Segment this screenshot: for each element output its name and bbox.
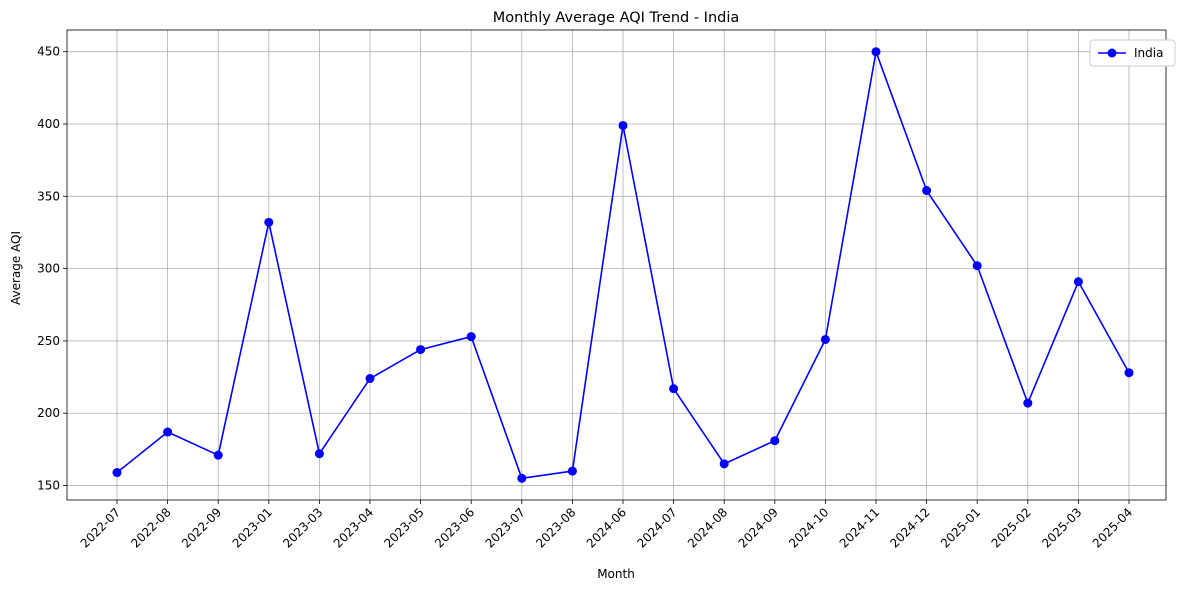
y-tick-label: 150 [37,479,60,493]
data-point [567,466,577,476]
legend-box [1089,39,1176,67]
data-point [1124,368,1134,378]
legend-marker-sample [1107,48,1117,58]
data-point [719,459,729,469]
y-tick-label: 450 [37,45,60,59]
y-tick-label: 250 [37,334,60,348]
data-point [922,186,932,196]
data-point [1023,398,1033,408]
y-axis-title: Average AQI [9,231,23,305]
data-point [820,334,830,344]
data-point [163,427,173,437]
grid-lines [67,30,1166,500]
data-point [1073,277,1083,287]
data-point [416,345,426,355]
legend: India [1089,39,1176,67]
data-point [365,374,375,384]
data-point [112,468,122,478]
data-point [466,332,476,342]
data-point [618,120,628,130]
data-point [871,47,881,57]
y-tick-label: 350 [37,189,60,203]
data-point [264,217,274,227]
y-tick-label: 400 [37,117,60,131]
x-axis-title: Month [597,567,635,581]
plot-frame [66,29,1167,501]
y-tick-label: 300 [37,262,60,276]
data-point [213,450,223,460]
y-tick-label: 200 [37,406,60,420]
data-point [517,473,527,483]
data-point [972,261,982,271]
legend-label-india: India [1134,46,1163,60]
data-point [770,436,780,446]
chart-title: Monthly Average AQI Trend - India [493,10,740,26]
data-point [314,449,324,459]
axes-frame [63,29,1167,504]
data-point [669,384,679,394]
series-layer [112,47,1134,483]
